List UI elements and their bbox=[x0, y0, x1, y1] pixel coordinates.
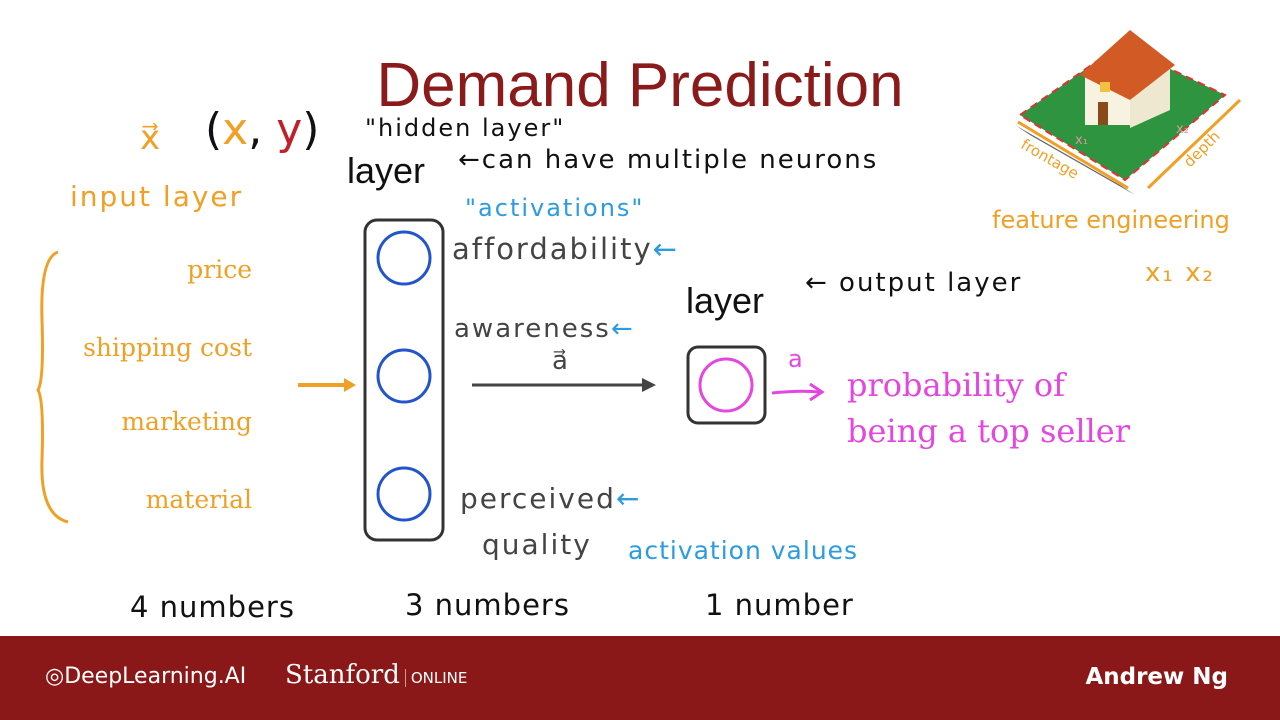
input-layer-label: input layer bbox=[70, 180, 244, 213]
a-vector-label: a⃗ bbox=[552, 346, 568, 376]
footer-bar: ◎DeepLearning.AI Stanford ONLINE Andrew N… bbox=[0, 636, 1280, 720]
output-neuron bbox=[698, 357, 754, 413]
stanford-logo: Stanford ONLINE bbox=[285, 660, 468, 690]
hidden-layer-word: layer bbox=[347, 150, 426, 191]
x-vector-label: x⃗ bbox=[140, 118, 161, 158]
input-brace bbox=[36, 250, 69, 524]
feature-marketing: marketing bbox=[121, 407, 252, 436]
house-x1-label: x₁ bbox=[1075, 133, 1088, 148]
quality-label: quality bbox=[482, 528, 592, 561]
a-output-label: a bbox=[788, 345, 803, 373]
output-layer-note: ← output layer bbox=[805, 268, 1023, 298]
hidden-layer-box bbox=[363, 218, 445, 542]
house-illustration bbox=[1015, 30, 1242, 195]
output-layer-word: layer bbox=[686, 280, 765, 321]
perceived-label: perceived← bbox=[460, 482, 642, 515]
three-numbers-label: 3 numbers bbox=[405, 588, 570, 622]
awareness-label: awareness← bbox=[454, 314, 635, 344]
feature-price: price bbox=[187, 255, 252, 284]
affordability-label: affordability← bbox=[452, 232, 679, 266]
neuron-3 bbox=[376, 466, 432, 522]
activation-arrow bbox=[472, 378, 656, 392]
neuron-2 bbox=[376, 348, 432, 404]
feature-material: material bbox=[145, 485, 252, 514]
house-x2-label: x₂ bbox=[1176, 122, 1189, 137]
slide-title: Demand Prediction bbox=[376, 51, 904, 120]
four-numbers-label: 4 numbers bbox=[130, 590, 295, 624]
probability-label: probability of being a top seller bbox=[847, 366, 1131, 450]
input-arrow bbox=[298, 378, 356, 392]
deeplearning-logo: ◎DeepLearning.AI bbox=[45, 664, 247, 689]
feature-engineering-label: feature engineering bbox=[992, 206, 1230, 234]
multiple-neurons-note: ←can have multiple neurons bbox=[458, 145, 879, 175]
x-label: x bbox=[222, 104, 249, 155]
hidden-layer-label: "hidden layer" bbox=[365, 114, 566, 142]
x1-x2-label: x₁ x₂ bbox=[1145, 258, 1215, 288]
deeplearning-icon: ◎ bbox=[45, 664, 65, 689]
activation-values-label: activation values bbox=[628, 536, 859, 565]
output-arrow bbox=[771, 382, 825, 402]
feature-shipping-cost: shipping cost bbox=[83, 333, 252, 362]
neuron-1 bbox=[376, 230, 432, 286]
xy-pair: (x, y) bbox=[205, 104, 320, 155]
y-label: y bbox=[276, 104, 303, 155]
diagram-shapes bbox=[36, 30, 1242, 542]
instructor-name: Andrew Ng bbox=[1085, 664, 1228, 690]
activations-label: "activations" bbox=[465, 194, 645, 222]
output-layer-box bbox=[686, 345, 767, 425]
one-number-label: 1 number bbox=[705, 588, 854, 622]
